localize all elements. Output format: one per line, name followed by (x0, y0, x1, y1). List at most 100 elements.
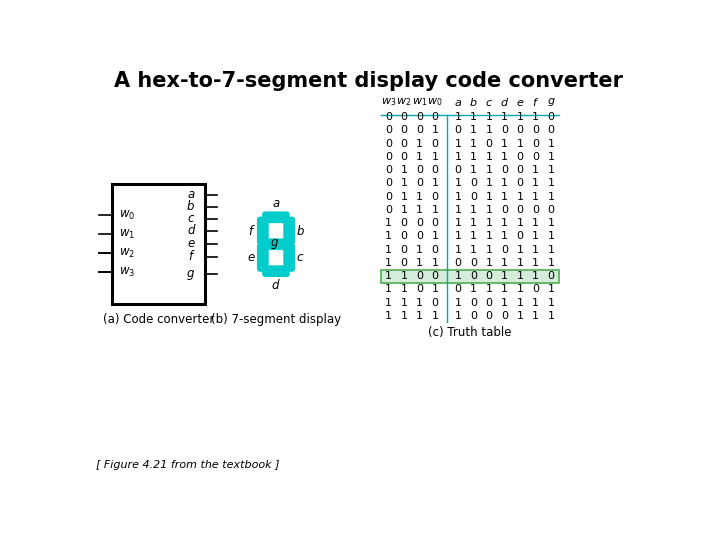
Text: 1: 1 (517, 285, 523, 294)
Text: 1: 1 (501, 258, 508, 268)
Text: 0: 0 (385, 139, 392, 148)
Text: 0: 0 (532, 205, 539, 215)
Text: 1: 1 (416, 152, 423, 162)
Text: 1: 1 (470, 285, 477, 294)
Text: 1: 1 (485, 152, 492, 162)
Text: 1: 1 (454, 271, 462, 281)
Text: 1: 1 (548, 285, 554, 294)
Text: 0: 0 (431, 245, 438, 255)
Text: (a) Code converter: (a) Code converter (102, 313, 214, 326)
Text: 1: 1 (485, 218, 492, 228)
Text: $d$: $d$ (500, 96, 509, 108)
Text: 0: 0 (517, 205, 523, 215)
Text: 1: 1 (454, 218, 462, 228)
Text: 1: 1 (416, 298, 423, 308)
Text: 1: 1 (400, 298, 408, 308)
Text: 1: 1 (454, 205, 462, 215)
Text: 0: 0 (470, 271, 477, 281)
Text: f: f (189, 251, 193, 264)
Text: 1: 1 (400, 271, 408, 281)
Text: 0: 0 (454, 165, 462, 175)
Text: $a$: $a$ (271, 197, 280, 211)
Text: 1: 1 (501, 285, 508, 294)
Text: 1: 1 (532, 178, 539, 188)
Text: 1: 1 (400, 311, 408, 321)
Text: 1: 1 (454, 139, 462, 148)
Text: 1: 1 (400, 205, 408, 215)
Text: 0: 0 (431, 298, 438, 308)
Text: 0: 0 (548, 112, 554, 122)
Text: 0: 0 (501, 125, 508, 136)
Text: 1: 1 (485, 112, 492, 122)
Text: 1: 1 (470, 112, 477, 122)
Text: 1: 1 (501, 152, 508, 162)
Text: 0: 0 (416, 178, 423, 188)
Text: 0: 0 (431, 112, 438, 122)
Text: 1: 1 (548, 298, 554, 308)
Text: 0: 0 (470, 311, 477, 321)
Text: 0: 0 (454, 285, 462, 294)
Text: 0: 0 (416, 112, 423, 122)
Text: 1: 1 (454, 311, 462, 321)
Text: 1: 1 (532, 271, 539, 281)
Text: $w_1$: $w_1$ (412, 96, 427, 108)
Text: 1: 1 (416, 205, 423, 215)
Text: 1: 1 (470, 139, 477, 148)
Text: 1: 1 (517, 271, 523, 281)
Text: 1: 1 (517, 139, 523, 148)
Text: $d$: $d$ (271, 278, 281, 292)
Text: 0: 0 (470, 298, 477, 308)
Text: 1: 1 (501, 298, 508, 308)
Text: 1: 1 (454, 245, 462, 255)
Text: 0: 0 (385, 165, 392, 175)
Text: 0: 0 (416, 218, 423, 228)
Text: 1: 1 (532, 298, 539, 308)
Text: 1: 1 (385, 271, 392, 281)
Text: 1: 1 (431, 285, 438, 294)
Text: 0: 0 (385, 178, 392, 188)
Text: 0: 0 (501, 205, 508, 215)
Text: 1: 1 (400, 192, 408, 201)
Text: 1: 1 (385, 285, 392, 294)
Text: 1: 1 (532, 245, 539, 255)
Text: 1: 1 (532, 112, 539, 122)
Text: 1: 1 (501, 112, 508, 122)
Text: 0: 0 (385, 192, 392, 201)
FancyBboxPatch shape (257, 217, 269, 245)
Text: 0: 0 (485, 271, 492, 281)
Text: g: g (187, 267, 194, 280)
Text: 1: 1 (548, 152, 554, 162)
Text: 1: 1 (501, 192, 508, 201)
Text: $e$: $e$ (247, 251, 256, 264)
Text: 0: 0 (485, 311, 492, 321)
Text: 0: 0 (385, 125, 392, 136)
Text: 0: 0 (431, 139, 438, 148)
Text: 1: 1 (517, 298, 523, 308)
Text: 1: 1 (470, 232, 477, 241)
FancyBboxPatch shape (283, 244, 295, 272)
Text: 0: 0 (532, 285, 539, 294)
Text: 1: 1 (548, 245, 554, 255)
Text: 1: 1 (470, 245, 477, 255)
Text: $w_3$: $w_3$ (381, 96, 396, 108)
Text: 0: 0 (416, 285, 423, 294)
Text: d: d (187, 224, 194, 237)
Bar (112, 184, 204, 303)
Text: $f$: $f$ (532, 96, 539, 108)
Text: 1: 1 (400, 165, 408, 175)
Text: 1: 1 (485, 178, 492, 188)
Text: 1: 1 (385, 245, 392, 255)
Text: 1: 1 (485, 258, 492, 268)
Text: b: b (187, 200, 194, 213)
Text: 0: 0 (517, 232, 523, 241)
Text: $w_2$: $w_2$ (120, 247, 135, 260)
Text: 0: 0 (548, 271, 554, 281)
Text: 1: 1 (454, 298, 462, 308)
Text: $c$: $c$ (296, 251, 305, 264)
Text: 1: 1 (416, 311, 423, 321)
FancyBboxPatch shape (283, 217, 295, 245)
Text: 1: 1 (501, 232, 508, 241)
Text: 0: 0 (470, 178, 477, 188)
Text: 1: 1 (400, 285, 408, 294)
Text: 1: 1 (470, 125, 477, 136)
